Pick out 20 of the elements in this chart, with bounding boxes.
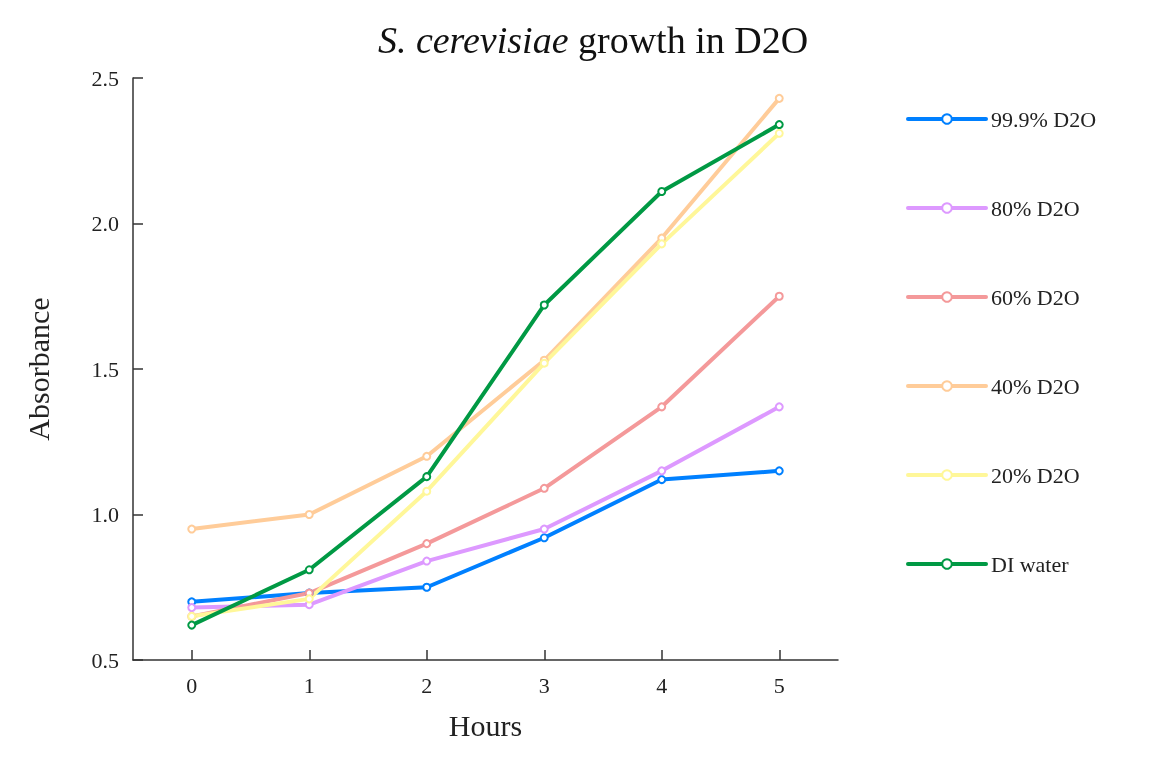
legend-label: 60% D2O	[991, 284, 1080, 310]
x-tick-label: 3	[538, 672, 550, 698]
y-tick-label: 1.5	[91, 356, 119, 382]
x-tick-label: 1	[303, 672, 315, 698]
legend-label: 80% D2O	[991, 195, 1080, 221]
y-tick-label: 2.0	[91, 211, 119, 236]
legend-label: 99.9% D2O	[991, 106, 1097, 132]
y-tick-label: 0.5	[91, 647, 119, 673]
y-tick-label: 2.5	[91, 65, 119, 91]
y-tick-label: 1.0	[91, 502, 119, 527]
x-tick-label: 2	[421, 672, 433, 698]
chart-title: S. cerevisiae growth in D2O	[377, 19, 809, 61]
x-axis-title: Hours	[448, 708, 523, 742]
x-tick-label: 5	[773, 672, 785, 698]
y-axis-title: Absorbance	[21, 297, 55, 441]
legend-label: 20% D2O	[991, 462, 1080, 488]
x-tick-label: 4	[656, 672, 668, 698]
x-tick-label: 0	[186, 672, 198, 698]
legend-label: 40% D2O	[991, 373, 1080, 399]
legend-label: DI water	[991, 551, 1070, 577]
